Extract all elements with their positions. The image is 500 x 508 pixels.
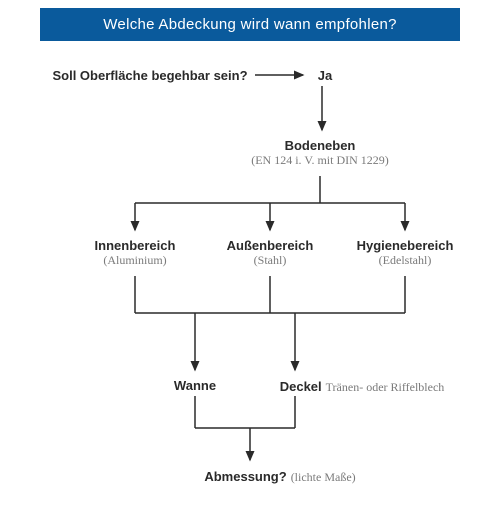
node-abm: Abmessung? (lichte Maße)	[180, 468, 380, 486]
node-wanne: Wanne	[165, 378, 225, 393]
node-deckel-label: Deckel	[280, 379, 322, 394]
node-deckel-sub: Tränen- oder Riffelblech	[326, 380, 445, 394]
node-wanne-label: Wanne	[165, 378, 225, 393]
node-boden-label: Bodeneben	[210, 138, 430, 153]
node-ja-label: Ja	[310, 68, 340, 83]
node-ja: Ja	[310, 68, 340, 83]
node-q1-label: Soll Oberfläche begehbar sein?	[50, 68, 250, 83]
node-deckel: Deckel Tränen- oder Riffelblech	[267, 378, 457, 396]
node-abm-sub: (lichte Maße)	[291, 470, 356, 484]
node-innen-sub: (Aluminium)	[80, 253, 190, 268]
node-hyg-sub: (Edelstahl)	[350, 253, 460, 268]
node-aussen: Außenbereich(Stahl)	[215, 238, 325, 268]
node-innen-label: Innenbereich	[80, 238, 190, 253]
node-boden-sub: (EN 124 i. V. mit DIN 1229)	[210, 153, 430, 168]
title-bar: Welche Abdeckung wird wann empfohlen?	[40, 8, 460, 41]
node-hyg-label: Hygienebereich	[350, 238, 460, 253]
node-abm-label: Abmessung?	[204, 469, 286, 484]
node-innen: Innenbereich(Aluminium)	[80, 238, 190, 268]
node-aussen-label: Außenbereich	[215, 238, 325, 253]
node-hyg: Hygienebereich(Edelstahl)	[350, 238, 460, 268]
node-q1: Soll Oberfläche begehbar sein?	[50, 68, 250, 83]
node-boden: Bodeneben(EN 124 i. V. mit DIN 1229)	[210, 138, 430, 168]
node-aussen-sub: (Stahl)	[215, 253, 325, 268]
